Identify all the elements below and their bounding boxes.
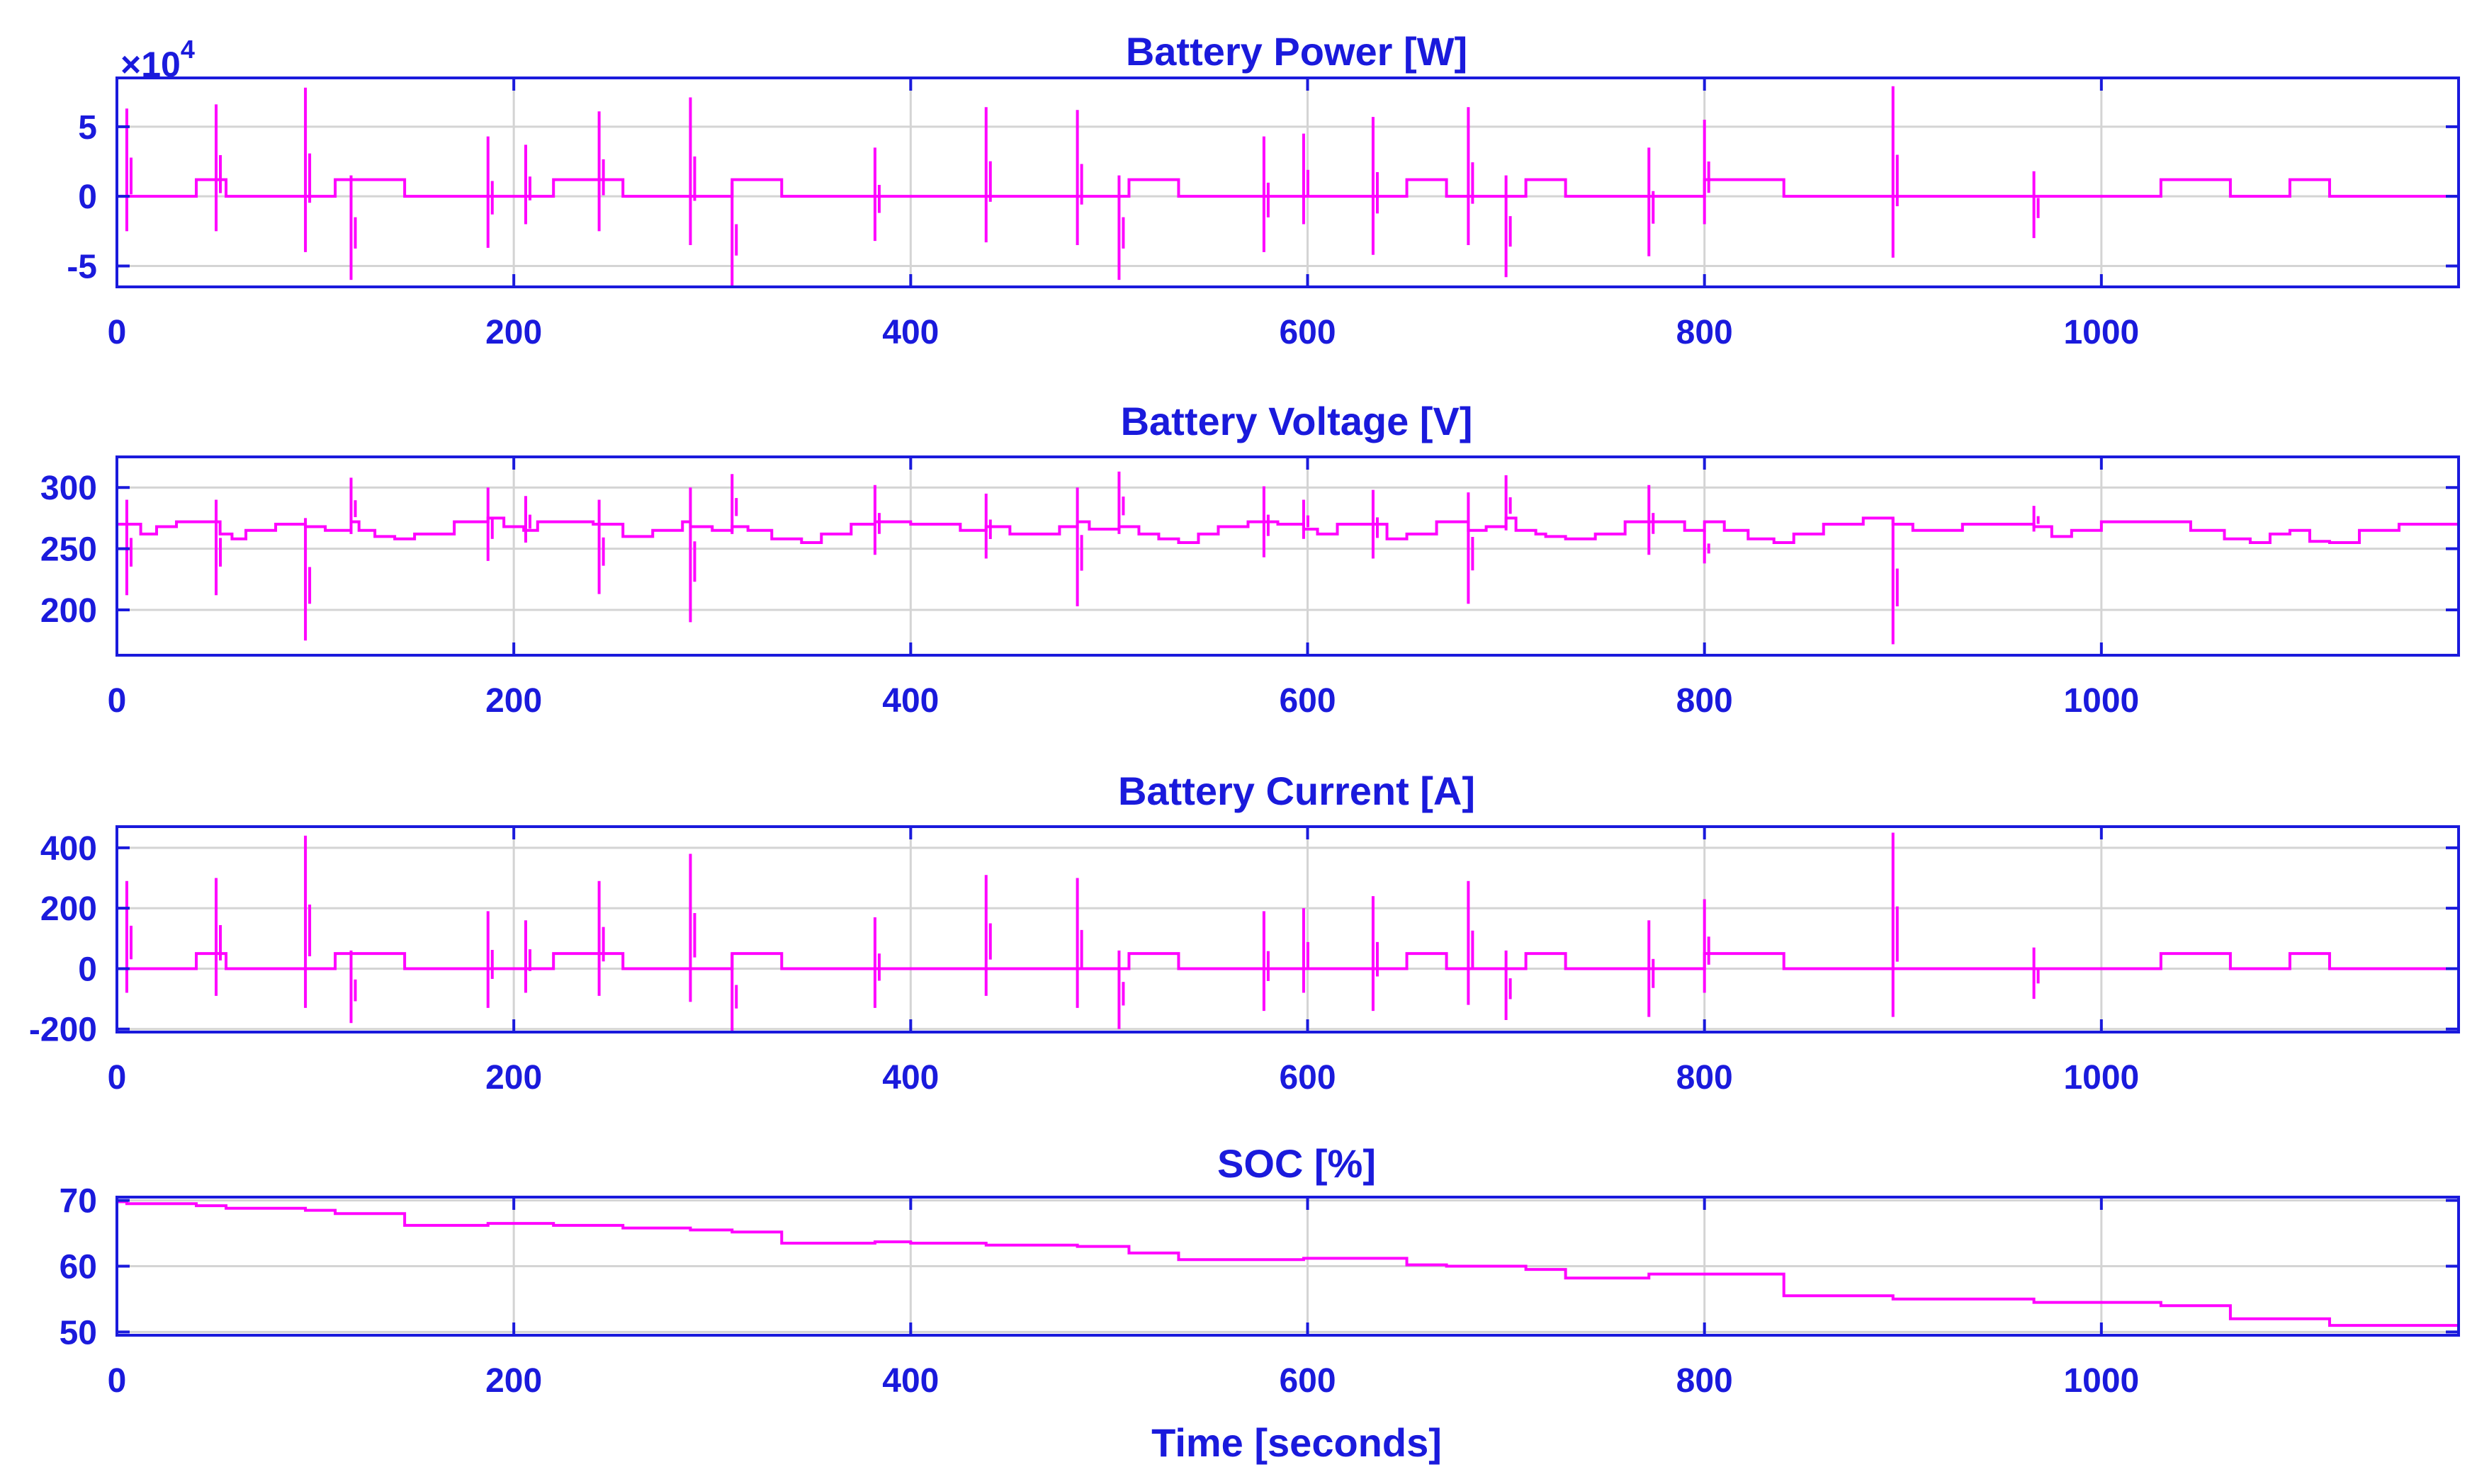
y-tick-label: 0 <box>78 951 97 988</box>
x-tick-label: 800 <box>1676 1362 1733 1400</box>
plot-area: 0 200 400 600 800 1000 50 60 70 <box>60 1183 2460 1400</box>
y-tick-label: 250 <box>40 531 97 569</box>
y-tick-label: 300 <box>40 470 97 507</box>
series-line <box>117 952 2459 970</box>
x-axis-label: Time [seconds] <box>1151 1420 1442 1465</box>
axes-frame <box>115 825 2460 1033</box>
y-tick-label: 60 <box>60 1249 97 1286</box>
panel-battery-current: Battery Current [A] 0 200 400 600 800 1000 -20… <box>29 769 2460 1097</box>
x-tick-label: 200 <box>485 1059 542 1097</box>
x-tick-label: 1000 <box>2063 1362 2139 1400</box>
x-tick-label: 400 <box>882 314 939 351</box>
x-tick-label: 200 <box>485 314 542 351</box>
x-tick-label: 600 <box>1279 1059 1336 1097</box>
x-tick-label: 400 <box>882 1362 939 1400</box>
x-tick-label: 600 <box>1279 682 1336 720</box>
axes-frame <box>115 77 2460 288</box>
x-tick-label: 200 <box>485 1362 542 1400</box>
x-tick-label: 400 <box>882 1059 939 1097</box>
series-line <box>117 1200 2460 1327</box>
x-tick-label: 400 <box>882 682 939 720</box>
y-tick-label: 200 <box>40 890 97 928</box>
x-tick-label: 0 <box>108 1059 127 1097</box>
panel-title: Battery Current [A] <box>1118 769 1475 813</box>
x-tick-label: 0 <box>108 682 127 720</box>
panel-title: Battery Voltage [V] <box>1121 399 1473 443</box>
x-tick-label: 1000 <box>2063 1059 2139 1097</box>
x-tick-label: 800 <box>1676 1059 1733 1097</box>
x-tick-label: 0 <box>108 314 127 351</box>
axes-frame <box>115 455 2460 657</box>
x-tick-label: 200 <box>485 682 542 720</box>
x-tick-label: 1000 <box>2063 682 2139 720</box>
x-tick-label: 800 <box>1676 314 1733 351</box>
panel-title: SOC [%] <box>1217 1141 1376 1186</box>
series-line <box>117 516 2460 544</box>
x-tick-label: 600 <box>1279 314 1336 351</box>
y-tick-label: -5 <box>67 249 97 286</box>
x-tick-label: 800 <box>1676 682 1733 720</box>
panel-battery-voltage: Battery Voltage [V] 0 200 400 600 800 1000 200… <box>40 399 2460 720</box>
panel-title: Battery Power [W] <box>1126 29 1467 74</box>
y-tick-label: 50 <box>60 1314 97 1352</box>
panel-soc: SOC [%] 0 200 400 600 800 1000 50 60 70 Time [se… <box>60 1141 2460 1465</box>
y-tick-label: 400 <box>40 830 97 868</box>
plot-area: 0 200 400 600 800 1000 200 250 300 <box>40 455 2460 720</box>
series-line <box>117 178 2459 198</box>
plot-area: 0 200 400 600 800 1000 -200 0 200 400 <box>29 825 2460 1097</box>
y-tick-label: 70 <box>60 1183 97 1220</box>
y-tick-label: -200 <box>29 1012 97 1049</box>
x-tick-label: 600 <box>1279 1362 1336 1400</box>
plot-area: 0 200 400 600 800 1000 -5 0 5 <box>67 77 2460 351</box>
y-tick-label: 0 <box>78 179 97 216</box>
x-tick-label: 0 <box>108 1362 127 1400</box>
y-tick-label: 200 <box>40 592 97 630</box>
y-tick-label: 5 <box>78 109 97 147</box>
panel-battery-power: Battery Power [W] ×104 0 200 400 600 800 1000… <box>67 29 2460 351</box>
x-tick-label: 1000 <box>2063 314 2139 351</box>
